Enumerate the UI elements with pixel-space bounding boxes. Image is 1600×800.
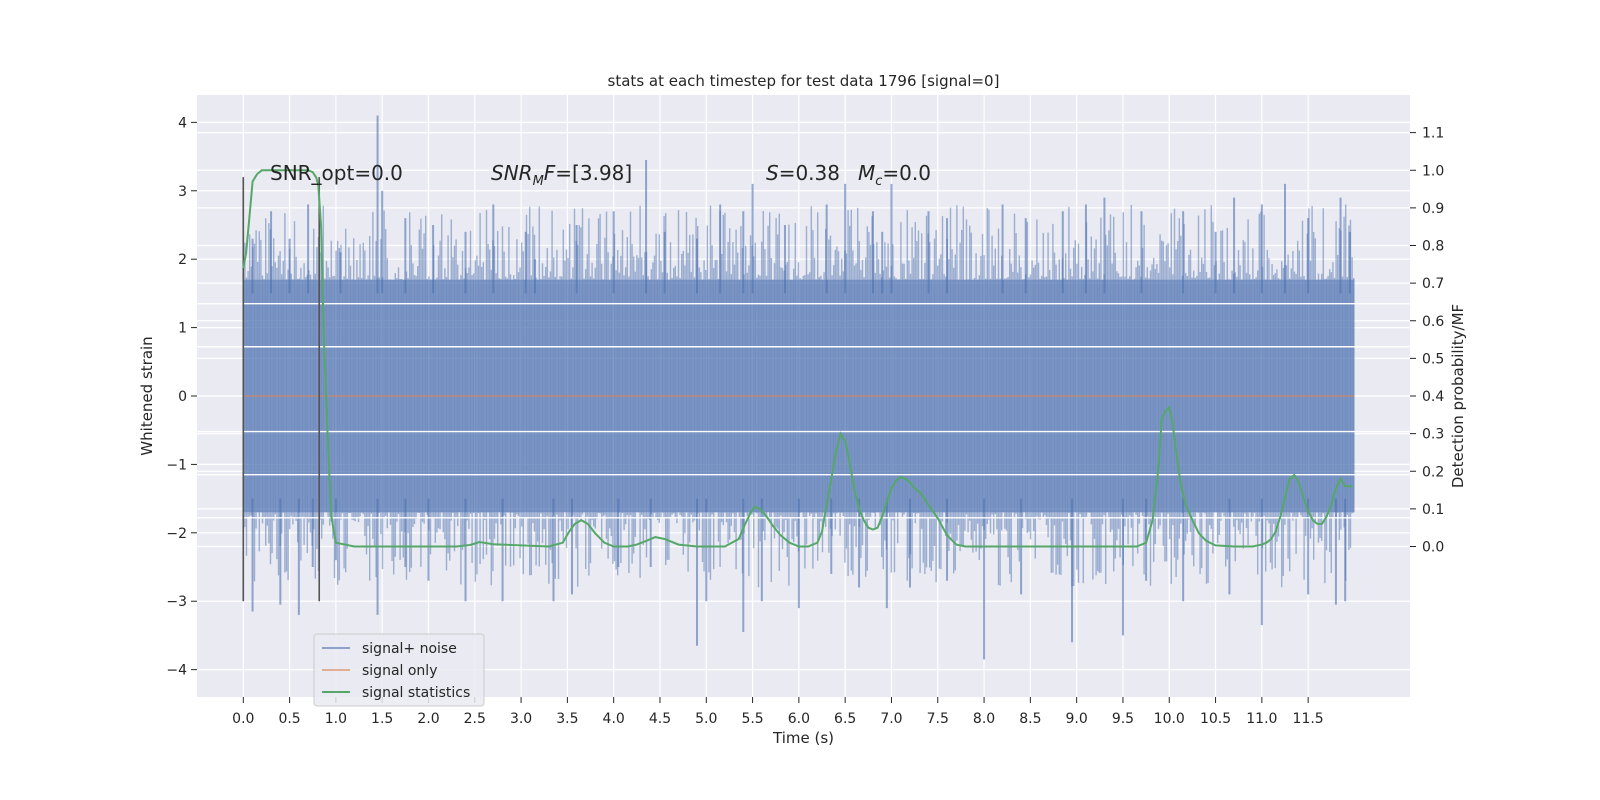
x-tick-label: 9.0 [1066, 711, 1088, 727]
y-right-tick-label: 0.1 [1422, 502, 1444, 518]
y-tick-label: 0 [178, 389, 187, 405]
legend-label-signal-noise: signal+ noise [362, 641, 457, 657]
x-tick-label: 11.5 [1293, 711, 1324, 727]
y-right-tick-label: 0.9 [1422, 201, 1444, 217]
x-tick-label: 9.5 [1112, 711, 1134, 727]
y-tick-label: −4 [166, 663, 187, 679]
chart-title: stats at each timestep for test data 179… [608, 72, 1000, 90]
y-axis-ticks: −4 −3 −2 −1 0 1 2 3 4 [166, 115, 197, 679]
x-axis-label: Time (s) [772, 729, 834, 747]
y-right-tick-label: 0.5 [1422, 351, 1444, 367]
y-right-axis-ticks: 0.0 0.1 0.2 0.3 0.4 0.5 0.6 0.7 0.8 0.9 1.0 1.1 [1410, 126, 1444, 556]
window-markers [242, 177, 321, 602]
y-right-tick-label: 0.3 [1422, 427, 1444, 443]
y-right-tick-label: 1.1 [1422, 126, 1444, 142]
x-tick-label: 6.0 [788, 711, 810, 727]
snr-mf-f: F [544, 161, 556, 185]
y-tick-label: −3 [166, 594, 187, 610]
x-tick-label: 2.0 [417, 711, 439, 727]
legend-label-signal-statistics: signal statistics [362, 685, 470, 701]
x-tick-label: 7.5 [927, 711, 949, 727]
y-tick-label: 3 [178, 184, 187, 200]
x-tick-label: 1.5 [371, 711, 393, 727]
noise-spikes [242, 204, 1355, 588]
x-tick-label: 10.0 [1154, 711, 1185, 727]
legend-box [313, 633, 485, 707]
y-tick-label: 4 [178, 115, 187, 131]
x-tick-label: 8.0 [973, 711, 995, 727]
mc-value: =0.0 [882, 161, 931, 185]
x-tick-label: 5.5 [741, 711, 763, 727]
x-tick-label: 0.0 [232, 711, 254, 727]
x-tick-label: 2.5 [464, 711, 486, 727]
y-right-axis-label: Detection probability/MF [1449, 304, 1467, 488]
snr-mf-symbol: SNR [491, 161, 533, 185]
y-right-tick-label: 0.6 [1422, 314, 1444, 330]
y-tick-label: 2 [178, 252, 187, 268]
s-symbol: S [766, 161, 779, 185]
snr-mf-value: =[3.98] [555, 161, 632, 185]
y-right-tick-label: 1.0 [1422, 163, 1444, 179]
x-tick-label: 4.5 [649, 711, 671, 727]
signal-statistics-line [242, 169, 1353, 548]
x-tick-label: 11.0 [1246, 711, 1277, 727]
annotation-snr-mf: SNRMF=[3.98] [491, 161, 632, 189]
mc-symbol: M [858, 161, 875, 185]
x-tick-label: 3.5 [556, 711, 578, 727]
mc-subscript: c [875, 174, 882, 189]
annotation-s: S=0.38 [766, 161, 840, 185]
noise-peaks [251, 115, 1351, 660]
x-tick-label: 10.5 [1200, 711, 1231, 727]
y-tick-label: 1 [178, 321, 187, 337]
x-tick-label: 0.5 [278, 711, 300, 727]
y-right-tick-label: 0.7 [1422, 276, 1444, 292]
y-right-tick-label: 0.0 [1422, 540, 1444, 556]
x-tick-label: 1.0 [325, 711, 347, 727]
x-tick-label: 8.5 [1019, 711, 1041, 727]
y-right-tick-label: 0.2 [1422, 464, 1444, 480]
snr-mf-subscript: M [533, 174, 544, 189]
s-value: =0.38 [779, 161, 840, 185]
annotation-snr-opt: SNR_opt=0.0 [270, 161, 403, 185]
x-tick-label: 3.0 [510, 711, 532, 727]
interior-grid [197, 302, 1410, 519]
annotation-mc: Mc=0.0 [858, 161, 931, 189]
y-axis-label: Whitened strain [138, 336, 156, 455]
signal-statistics-series [242, 169, 1353, 548]
y-tick-label: −2 [166, 526, 187, 542]
x-tick-label: 6.5 [834, 711, 856, 727]
x-tick-label: 5.0 [695, 711, 717, 727]
y-right-tick-label: 0.4 [1422, 389, 1444, 405]
y-tick-label: −1 [166, 457, 187, 473]
legend: signal+ noise signal only signal statist… [313, 633, 485, 707]
legend-label-signal-only: signal only [362, 663, 437, 679]
x-tick-label: 4.0 [603, 711, 625, 727]
y-right-tick-label: 0.8 [1422, 239, 1444, 255]
x-axis-ticks: 0.0 0.5 1.0 1.5 2.0 2.5 3.0 3.5 4.0 4.5 5.0 5.5 6.0 6… [232, 697, 1324, 727]
x-tick-label: 7.0 [880, 711, 902, 727]
